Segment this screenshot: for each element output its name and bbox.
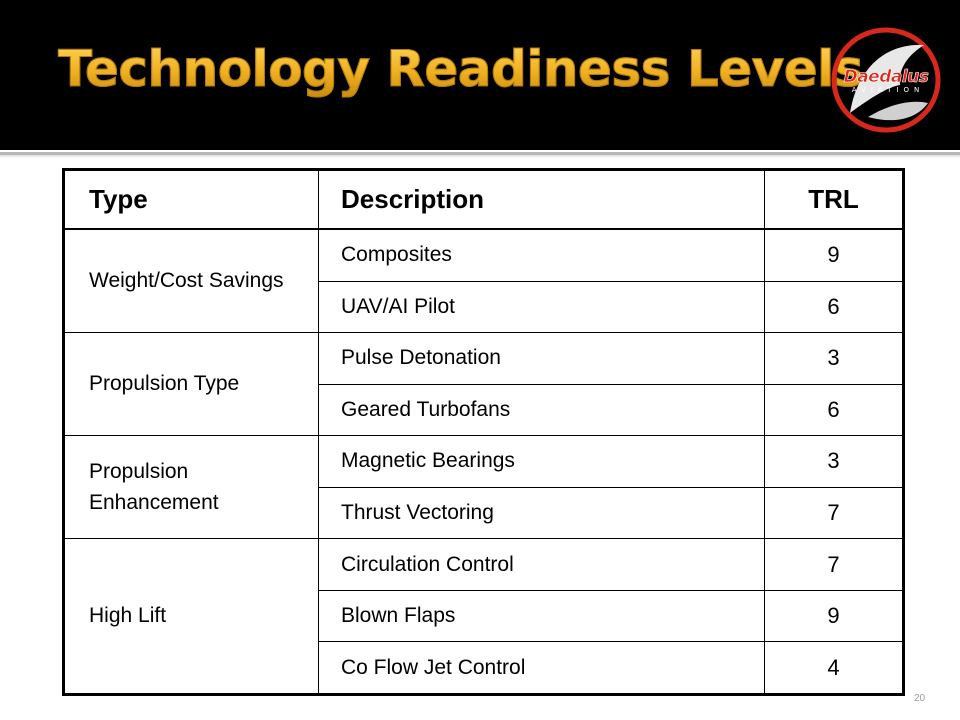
table-row: Propulsion Type Pulse Detonation 3 bbox=[63, 332, 904, 437]
description-cell: Blown Flaps bbox=[318, 589, 765, 643]
trl-cell: 4 bbox=[764, 641, 904, 695]
header-description: Description bbox=[318, 169, 765, 230]
trl-cell: 7 bbox=[764, 486, 904, 540]
trl-cell: 3 bbox=[764, 435, 904, 488]
page-number: 20 bbox=[914, 693, 926, 704]
description-cell: Co Flow Jet Control bbox=[318, 641, 765, 695]
table-header-row: Type Description TRL bbox=[63, 169, 904, 230]
type-cell: Propulsion Type bbox=[63, 332, 319, 437]
description-cell: Pulse Detonation bbox=[318, 332, 765, 385]
trl-cell: 6 bbox=[764, 280, 904, 334]
type-cell: High Lift bbox=[63, 538, 319, 695]
table-row: Thrust Vectoring 7 bbox=[64, 486, 904, 540]
description-cell: Thrust Vectoring bbox=[318, 486, 765, 540]
table-row: Geared Turbofans 6 bbox=[64, 383, 904, 437]
type-cell: Weight/Cost Savings bbox=[63, 228, 319, 334]
type-cell: Propulsion Enhancement bbox=[63, 435, 319, 540]
title-divider-shadow bbox=[0, 155, 960, 158]
description-cell: Circulation Control bbox=[318, 538, 765, 591]
description-cell: UAV/AI Pilot bbox=[318, 280, 765, 334]
header-type: Type bbox=[63, 169, 319, 230]
trl-cell: 6 bbox=[764, 383, 904, 437]
table-row: UAV/AI Pilot 6 bbox=[64, 280, 904, 334]
logo-name: Daedalus bbox=[843, 67, 929, 88]
description-cell: Magnetic Bearings bbox=[318, 435, 765, 488]
trl-cell: 7 bbox=[764, 538, 904, 591]
table-row: High Lift Circulation Control 7 bbox=[63, 538, 904, 695]
table-row: Co Flow Jet Control 4 bbox=[64, 641, 904, 695]
trl-cell: 9 bbox=[764, 589, 904, 643]
table-row: Propulsion Enhancement Magnetic Bearings… bbox=[63, 435, 904, 540]
table-row: Blown Flaps 9 bbox=[64, 589, 904, 643]
daedalus-logo: Daedalus AVIATION bbox=[828, 25, 944, 135]
slide-title: Technology Readiness Levels bbox=[57, 40, 864, 99]
trl-cell: 9 bbox=[764, 228, 904, 282]
logo-emblem-icon bbox=[831, 27, 941, 133]
title-bar: Technology Readiness Levels Daedalus AVI… bbox=[0, 0, 960, 150]
table-row: Weight/Cost Savings Composites 9 bbox=[63, 228, 904, 334]
header-trl: TRL bbox=[764, 169, 904, 230]
logo-subtitle: AVIATION bbox=[851, 86, 925, 94]
description-cell: Composites bbox=[318, 228, 765, 282]
title-divider bbox=[0, 152, 960, 155]
trl-cell: 3 bbox=[764, 332, 904, 385]
description-cell: Geared Turbofans bbox=[318, 383, 765, 437]
trl-table: Type Description TRL Weight/Cost Savings… bbox=[62, 168, 905, 696]
